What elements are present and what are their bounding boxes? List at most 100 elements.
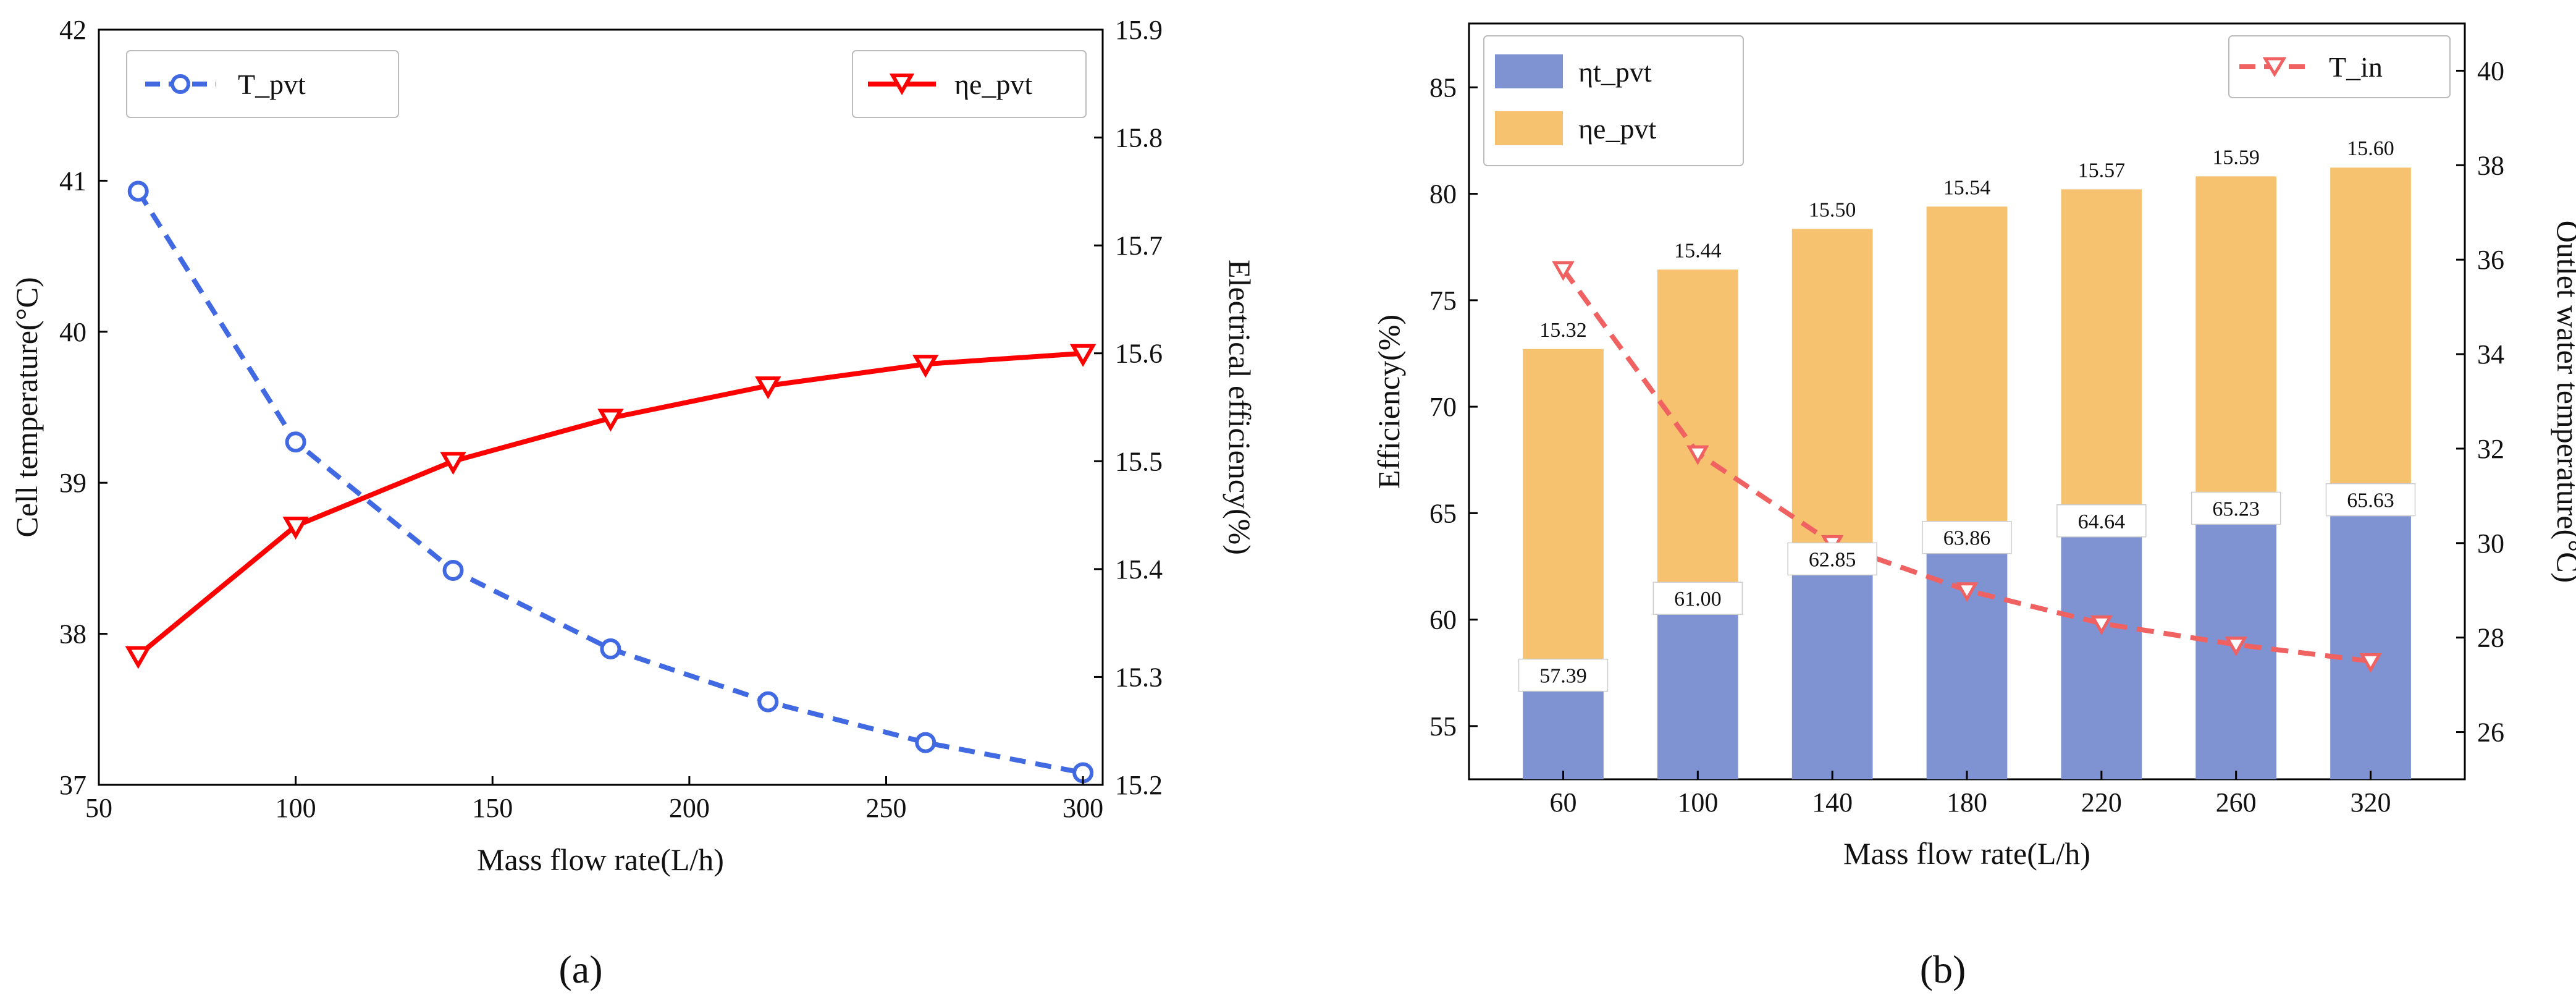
x-tick-label: 200 [669, 793, 710, 823]
y2-tick-label: 40 [2477, 56, 2504, 86]
x-tick-label: 50 [85, 793, 112, 823]
y-tick-label: 65 [1429, 498, 1457, 528]
value-label-eta-e: 15.60 [2347, 137, 2394, 160]
value-box [1518, 658, 1609, 692]
legend-a-right: ηe_pvt [852, 50, 1087, 118]
legend-circle-marker [170, 74, 190, 94]
bar-eta-e [2061, 189, 2142, 521]
value-label-eta-t: 64.64 [2078, 510, 2126, 533]
t-in-point [2225, 637, 2247, 657]
y2-tick-label: 38 [2477, 150, 2504, 180]
legend-swatch-orange [1495, 111, 1563, 145]
t-pvt-point [285, 431, 306, 453]
t-in-point [1955, 582, 1979, 603]
eta-e-pvt-point [912, 355, 939, 378]
y2-tick-label: 15.9 [1115, 15, 1163, 45]
y-tick-label: 38 [59, 619, 86, 650]
x-tick-label: 100 [1677, 787, 1718, 818]
t-pvt-point [127, 180, 149, 202]
t-in-point [2359, 653, 2382, 673]
y-tick-label: 85 [1429, 72, 1457, 103]
chart-a-frame [98, 28, 1104, 786]
y-tick-label: 70 [1429, 392, 1457, 422]
chart-b: 57.39 15.32 61.00 15.44 62.85 15.50 63.86 15.54… [1371, 22, 2576, 991]
eta-e-pvt-point [597, 408, 624, 432]
x-tick-label: 100 [276, 793, 316, 823]
chart-a-y2label: Electrical efficiency(%) [1223, 260, 1257, 555]
y2-tick-label: 15.4 [1115, 554, 1163, 585]
eta-e-pvt-line [137, 350, 1084, 658]
x-tick-label: 60 [1549, 787, 1576, 818]
chart-a-ylabel: Cell temperature(°C) [9, 277, 44, 537]
chart-b-xlabel: Mass flow rate(L/h) [1843, 836, 2090, 871]
value-label-eta-e: 15.54 [1943, 176, 1991, 199]
legend-b-series-2: ηe_pvt [1578, 113, 1656, 145]
eta-e-pvt-point [282, 517, 309, 540]
y2-tick-label: 15.7 [1115, 231, 1163, 261]
y-tick-label: 80 [1429, 179, 1457, 209]
chart-b-ylabel: Efficiency(%) [1371, 315, 1406, 489]
t-in-point [1552, 261, 1575, 281]
panel-label-b: (b) [1920, 947, 1966, 991]
y2-tick-label: 26 [2477, 717, 2504, 748]
x-tick-label: 140 [1812, 787, 1853, 818]
eta-e-pvt-point [1069, 344, 1096, 367]
bar-eta-e [2330, 167, 2411, 500]
x-tick-label: 220 [2081, 787, 2122, 818]
value-box [1787, 542, 1877, 576]
t-in-point [2090, 615, 2113, 635]
bar-eta-t [1523, 675, 1604, 779]
bar-eta-e [1523, 349, 1604, 675]
legend-a-left-label: T_pvt [238, 69, 306, 100]
legend-triangle-marker [889, 74, 915, 96]
chart-b-y2label: Outlet water temperature(°C) [2551, 221, 2576, 583]
value-box [1652, 582, 1743, 615]
t-pvt-point [757, 691, 779, 713]
legend-a-right-label: ηe_pvt [954, 69, 1032, 100]
y-tick-label: 55 [1429, 711, 1457, 742]
bar-eta-t [1791, 559, 1873, 779]
legend-triangle-marker [2262, 57, 2287, 77]
legend-b-right: T_in [2228, 35, 2451, 98]
legend-b-series-1: ηt_pvt [1578, 56, 1652, 88]
value-label-eta-e: 15.44 [1674, 239, 1722, 262]
y-tick-label: 37 [59, 770, 86, 800]
bar-eta-e [1926, 206, 2008, 538]
bar-eta-t [2330, 499, 2411, 779]
y-tick-label: 42 [59, 15, 86, 45]
value-label-eta-e: 15.59 [2212, 146, 2260, 169]
bar-eta-t [2061, 520, 2142, 779]
y2-tick-label: 34 [2477, 339, 2504, 370]
y2-tick-label: 36 [2477, 245, 2504, 275]
value-label-eta-e: 15.50 [1809, 198, 1856, 221]
t-in-point [1686, 445, 1709, 465]
eta-e-pvt-point [755, 376, 781, 400]
legend-swatch-blue [1495, 54, 1563, 88]
y2-tick-label: 28 [2477, 623, 2504, 653]
legend-a-left: T_pvt [126, 50, 399, 118]
t-pvt-point [442, 559, 464, 581]
x-tick-label: 250 [866, 793, 907, 823]
y-tick-label: 40 [59, 317, 86, 347]
value-label-eta-t: 57.39 [1539, 665, 1587, 688]
y2-tick-label: 30 [2477, 528, 2504, 559]
value-box [1922, 520, 2012, 554]
y2-tick-label: 32 [2477, 434, 2504, 464]
bar-eta-e [2195, 176, 2277, 509]
bar-eta-t [1657, 598, 1738, 779]
legend-b-left: ηt_pvt ηe_pvt [1483, 35, 1744, 166]
x-tick-label: 300 [1063, 793, 1103, 823]
y2-tick-label: 15.3 [1115, 662, 1163, 692]
value-label-eta-e: 15.57 [2078, 159, 2126, 182]
value-label-eta-t: 61.00 [1674, 588, 1722, 611]
value-label-eta-t: 62.85 [1809, 548, 1856, 571]
bar-eta-t [1926, 537, 2008, 779]
chart-a: 50 100 150 200 250 300 37 38 39 40 41 42 15.2 15.3 15.… [9, 15, 1257, 991]
value-label-eta-t: 63.86 [1943, 527, 1991, 550]
value-box [2191, 491, 2281, 525]
eta-e-pvt-point [440, 452, 466, 475]
y-tick-label: 41 [59, 166, 86, 196]
value-box [2325, 483, 2416, 517]
value-label-eta-t: 65.23 [2212, 497, 2260, 520]
